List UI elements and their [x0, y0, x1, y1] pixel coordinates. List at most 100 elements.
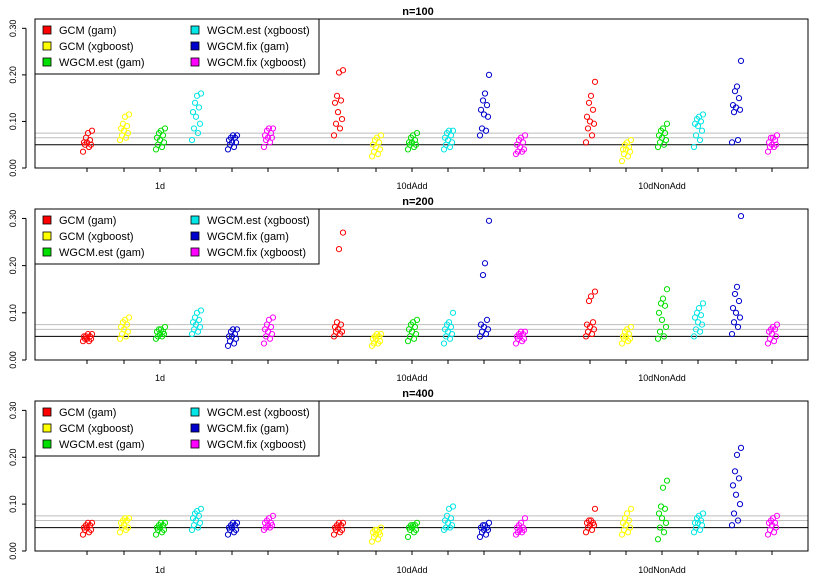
- point-wgcm-fix-gam-10dnonadd: [728, 139, 736, 146]
- legend-box: [34, 18, 320, 75]
- point-gcm-xgboost-1d: [125, 314, 133, 321]
- legend-swatch-wgcm-est-gam: [42, 247, 52, 257]
- point-wgcm-fix-gam-10dadd: [480, 111, 488, 118]
- point-gcm-gam-10dnonadd: [586, 118, 594, 125]
- legend-entry-gcm-xgboost: GCM (xgboost): [59, 231, 134, 243]
- point-wgcm-fix-xgboost-10dnonadd: [773, 321, 781, 328]
- point-wgcm-est-gam-10dnonadd: [662, 323, 670, 331]
- point-wgcm-est-gam-10dnonadd: [663, 286, 671, 293]
- point-wgcm-est-gam-1d: [157, 519, 165, 526]
- legend: GCM (gam) GCM (xgboost) WGCM.est (gam) WGCM…: [34, 208, 320, 265]
- point-gcm-gam-10dadd: [332, 120, 340, 127]
- point-wgcm-est-xgboost-10dadd: [449, 503, 457, 510]
- point-wgcm-fix-gam-10dnonadd: [734, 517, 742, 524]
- point-wgcm-fix-gam-10dnonadd: [737, 57, 745, 65]
- point-wgcm-fix-gam-10dnonadd: [731, 290, 739, 298]
- point-gcm-gam-10dadd: [335, 246, 343, 253]
- point-wgcm-fix-xgboost-10dadd: [521, 328, 529, 335]
- legend-entry-wgcm-fix-gam: WGCM.fix (gam): [207, 423, 289, 435]
- point-wgcm-fix-gam-10dadd: [476, 132, 484, 139]
- point-gcm-xgboost-10dnonadd: [623, 510, 631, 517]
- point-wgcm-fix-gam-10dnonadd: [729, 304, 737, 312]
- point-wgcm-fix-xgboost-10dnonadd: [773, 512, 781, 519]
- point-wgcm-est-xgboost-1d: [196, 120, 204, 127]
- legend-swatch-gcm-xgboost: [42, 231, 52, 241]
- point-wgcm-fix-gam-10dnonadd: [733, 451, 741, 459]
- legend-entry-wgcm-fix-gam: WGCM.fix (gam): [207, 231, 289, 243]
- point-wgcm-fix-xgboost-1d: [265, 125, 273, 132]
- y-tick-label: 0.20: [8, 448, 18, 466]
- y-tick-label: 0.10: [8, 113, 18, 131]
- point-wgcm-fix-xgboost-10dadd: [517, 328, 525, 335]
- point-wgcm-fix-gam-1d: [233, 132, 241, 139]
- point-gcm-gam-1d: [88, 330, 96, 338]
- point-wgcm-est-gam-10dnonadd: [663, 477, 671, 484]
- y-tick-label: 0.00: [8, 542, 18, 560]
- point-wgcm-fix-xgboost-1d: [269, 314, 277, 321]
- point-gcm-xgboost-10dadd: [377, 132, 385, 139]
- legend-entry-wgcm-est-xgboost: WGCM.est (xgboost): [207, 25, 310, 37]
- legend-swatch-wgcm-fix-xgboost: [190, 57, 200, 67]
- point-wgcm-est-xgboost-10dnonadd: [692, 132, 700, 139]
- legend-swatch-wgcm-fix-gam: [190, 231, 200, 241]
- y-tick-label: 0.10: [8, 495, 18, 513]
- legend-swatch-wgcm-est-xgboost: [190, 407, 200, 417]
- legend-entry-gcm-gam: GCM (gam): [59, 25, 116, 37]
- point-gcm-gam-10dnonadd: [587, 517, 595, 524]
- point-wgcm-est-xgboost-10dadd: [440, 340, 448, 347]
- point-wgcm-est-gam-10dnonadd: [659, 484, 667, 491]
- point-gcm-gam-10dadd: [334, 109, 342, 116]
- category-label-10dadd: 10dAdd: [396, 181, 427, 191]
- point-wgcm-fix-xgboost-10dadd: [517, 519, 525, 526]
- legend-entry-gcm-gam: GCM (gam): [59, 215, 116, 227]
- point-gcm-xgboost-10dadd: [371, 526, 379, 534]
- point-wgcm-est-xgboost-10dnonadd: [690, 333, 698, 340]
- point-wgcm-est-gam-1d: [161, 125, 169, 132]
- point-wgcm-fix-gam-10dnonadd: [734, 136, 742, 144]
- point-wgcm-fix-gam-1d: [229, 519, 237, 526]
- point-wgcm-fix-gam-10dadd: [483, 102, 491, 109]
- point-gcm-gam-10dnonadd: [589, 106, 597, 113]
- point-wgcm-est-xgboost-1d: [189, 109, 197, 116]
- panel-n-100: n=100 0.00 0.10 0.20 0.30 1d 10dAdd 10dNonAdd GC…: [8, 6, 809, 191]
- point-wgcm-fix-gam-10dnonadd: [730, 319, 738, 326]
- point-wgcm-fix-gam-10dnonadd: [730, 510, 738, 517]
- point-wgcm-est-gam-10dnonadd: [662, 519, 670, 526]
- panel-title: n=200: [402, 196, 434, 208]
- point-wgcm-fix-xgboost-1d: [269, 125, 277, 132]
- point-wgcm-est-gam-10dnonadd: [655, 309, 663, 316]
- panel-n-200: n=200 0.00 0.10 0.20 0.30 1d 10dAdd 10dNonAdd GC…: [8, 196, 809, 383]
- legend-entry-gcm-xgboost: GCM (xgboost): [59, 41, 134, 53]
- point-gcm-gam-1d: [79, 148, 87, 155]
- point-gcm-gam-10dnonadd: [585, 517, 593, 524]
- point-wgcm-fix-gam-10dadd: [479, 522, 487, 529]
- legend-swatch-wgcm-est-xgboost: [190, 215, 200, 225]
- legend-swatch-wgcm-fix-xgboost: [190, 247, 200, 257]
- point-wgcm-est-gam-10dnonadd: [660, 333, 668, 340]
- point-wgcm-fix-gam-10dadd: [478, 125, 486, 132]
- point-wgcm-fix-gam-10dnonadd: [735, 297, 743, 305]
- category-label-10dadd: 10dAdd: [396, 373, 427, 383]
- legend-entry-gcm-gam: GCM (gam): [59, 407, 116, 419]
- point-wgcm-est-gam-10dadd: [407, 522, 415, 529]
- point-wgcm-est-xgboost-10dadd: [449, 309, 457, 316]
- point-wgcm-est-gam-1d: [161, 519, 169, 526]
- legend-entry-wgcm-est-gam: WGCM.est (gam): [59, 247, 145, 259]
- point-wgcm-fix-gam-10dnonadd: [729, 482, 737, 489]
- point-gcm-gam-10dnonadd: [585, 99, 593, 106]
- point-gcm-xgboost-10dnonadd: [618, 157, 626, 165]
- legend-swatch-wgcm-fix-gam: [190, 423, 200, 433]
- point-gcm-gam-10dnonadd: [587, 293, 595, 300]
- point-gcm-gam-10dadd: [333, 92, 341, 99]
- point-wgcm-est-xgboost-1d: [195, 104, 203, 111]
- point-wgcm-fix-gam-10dadd: [481, 260, 489, 267]
- plot-frame: [34, 18, 809, 169]
- point-wgcm-est-gam-10dadd: [413, 316, 421, 323]
- y-tick-label: 0.00: [8, 159, 18, 177]
- point-gcm-gam-10dnonadd: [583, 321, 591, 328]
- legend-swatch-gcm-gam: [42, 215, 52, 225]
- point-wgcm-fix-gam-10dadd: [483, 316, 491, 323]
- point-gcm-gam-10dnonadd: [588, 132, 596, 139]
- point-wgcm-est-xgboost-1d: [197, 307, 205, 314]
